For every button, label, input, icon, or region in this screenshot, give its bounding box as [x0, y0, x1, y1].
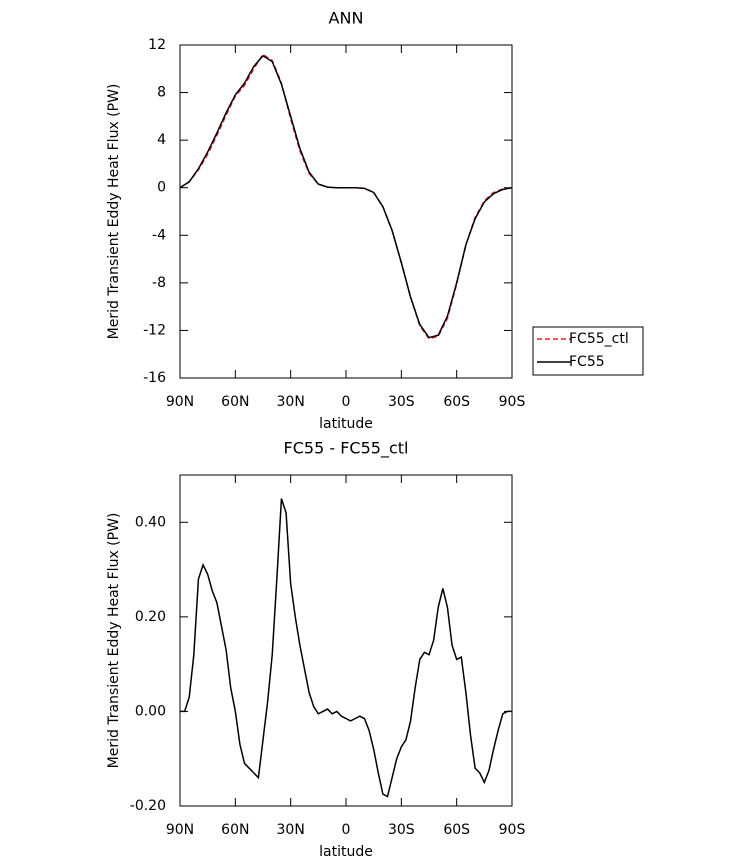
x-tick-label: 90S [499, 394, 526, 410]
y-tick-label: 4 [157, 132, 166, 148]
x-tick-label: 30S [388, 822, 415, 838]
y-axis-label: Merid Transient Eddy Heat Flux (PW) [106, 513, 122, 769]
y-tick-label: 8 [157, 85, 166, 101]
x-axis-label: latitude [319, 844, 373, 860]
y-tick-label: 0.20 [135, 609, 166, 625]
x-tick-label: 90N [166, 822, 194, 838]
y-tick-label: 0.40 [135, 514, 166, 530]
x-tick-label: 30S [388, 394, 415, 410]
y-tick-label: -16 [143, 370, 166, 386]
y-tick-label: 0 [157, 180, 166, 196]
plot-frame [179, 44, 513, 379]
y-tick-label: -8 [152, 275, 166, 291]
y-tick-label: -0.20 [130, 798, 166, 814]
x-tick-label: 30N [277, 394, 305, 410]
data-line [180, 498, 512, 798]
y-axis-label: Merid Transient Eddy Heat Flux (PW) [106, 84, 122, 340]
y-tick-label: -12 [143, 322, 166, 338]
y-tick-label: -4 [152, 227, 166, 243]
plot-frame [179, 474, 513, 807]
data-line [179, 53, 513, 340]
x-tick-label: 60S [443, 822, 470, 838]
x-axis-label: latitude [319, 416, 373, 432]
x-tick-label: 90N [166, 394, 194, 410]
legend-box [532, 326, 644, 376]
y-tick-label: 12 [148, 37, 166, 53]
data-line [179, 54, 513, 339]
chart-title: FC55 - FC55_ctl [284, 439, 409, 459]
x-tick-label: 0 [342, 394, 351, 410]
x-tick-label: 90S [499, 822, 526, 838]
legend-label: FC55 [569, 354, 605, 370]
x-tick-label: 60N [221, 822, 249, 838]
y-tick-label: 0.00 [135, 703, 166, 719]
x-tick-label: 30N [277, 822, 305, 838]
x-tick-label: 60S [443, 394, 470, 410]
x-tick-label: 0 [342, 822, 351, 838]
x-tick-label: 60N [221, 394, 249, 410]
legend-label: FC55_ctl [569, 331, 629, 347]
chart-title: ANN [329, 9, 364, 28]
